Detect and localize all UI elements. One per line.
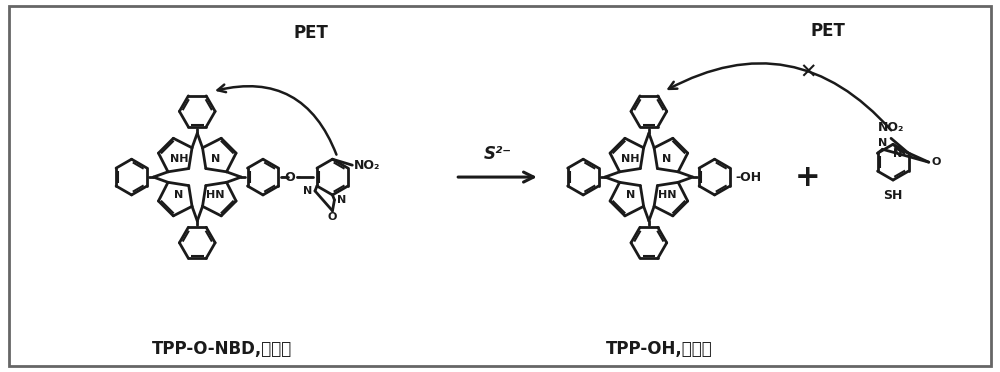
Text: N: N bbox=[626, 190, 635, 200]
Text: -OH: -OH bbox=[735, 171, 762, 183]
Text: N: N bbox=[303, 186, 313, 196]
Text: -O-: -O- bbox=[280, 171, 301, 183]
Text: N: N bbox=[662, 154, 672, 164]
Text: O: O bbox=[931, 157, 940, 167]
FancyArrowPatch shape bbox=[669, 63, 891, 130]
Text: NO₂: NO₂ bbox=[878, 121, 904, 134]
Text: N: N bbox=[893, 149, 903, 159]
Text: N: N bbox=[211, 154, 220, 164]
Text: N: N bbox=[878, 138, 887, 148]
Text: O: O bbox=[328, 212, 337, 222]
Text: PET: PET bbox=[810, 22, 845, 40]
Text: +: + bbox=[795, 163, 820, 192]
Text: HN: HN bbox=[206, 190, 225, 200]
Text: N: N bbox=[337, 195, 346, 205]
Text: NO₂: NO₂ bbox=[354, 158, 381, 171]
Text: NH: NH bbox=[621, 154, 640, 164]
Text: ✕: ✕ bbox=[799, 62, 817, 82]
Text: SH: SH bbox=[883, 189, 903, 202]
Text: NH: NH bbox=[170, 154, 188, 164]
Text: TPP-O-NBD,无荧光: TPP-O-NBD,无荧光 bbox=[152, 340, 292, 358]
Text: PET: PET bbox=[294, 24, 329, 42]
Text: HN: HN bbox=[658, 190, 676, 200]
Text: N: N bbox=[174, 190, 184, 200]
Text: S²⁻: S²⁻ bbox=[484, 145, 512, 163]
FancyArrowPatch shape bbox=[218, 84, 336, 155]
Text: TPP-OH,强荧光: TPP-OH,强荧光 bbox=[605, 340, 712, 358]
